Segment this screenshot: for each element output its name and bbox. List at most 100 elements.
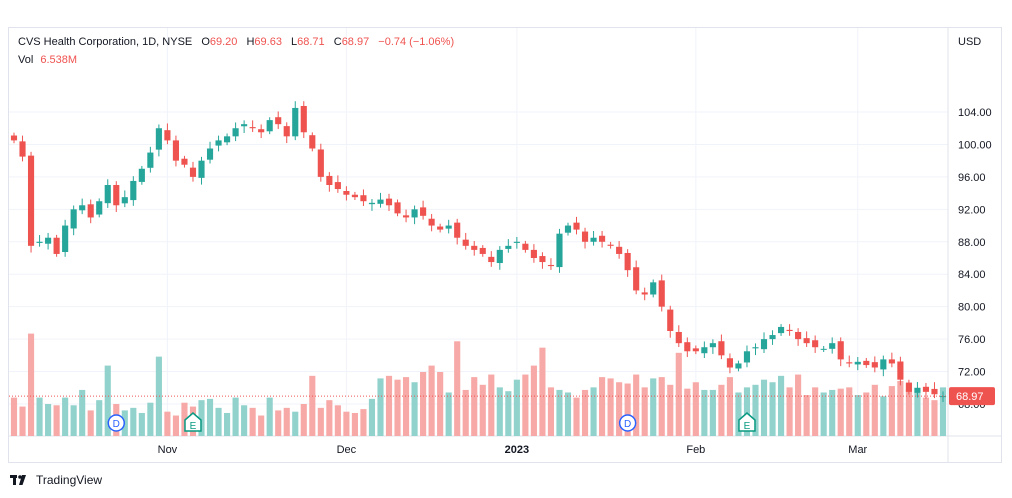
volume-bar [462,389,469,436]
candle-body [104,185,111,204]
candle-body [581,231,589,242]
volume-bar [266,397,273,436]
volume-bar [786,387,793,436]
volume-bar [45,404,52,436]
candle-body [326,175,333,185]
volume-bar [599,377,606,436]
volume-bar [530,365,537,436]
volume-bar [351,412,358,436]
event-markers: DEDEDE [107,412,756,432]
volume-bar [19,406,26,436]
candle-body [420,207,427,216]
volume-bar [795,374,802,436]
volume-bar [428,365,435,436]
time-tick-label: Mar [848,444,867,456]
candle-body [360,195,367,202]
candle-body [812,340,819,348]
volume-bar [641,387,648,436]
candle-body [488,256,495,263]
candle-body [522,243,529,250]
candle-body [718,341,725,356]
candle-body [206,148,214,160]
branding-text: TradingView [36,473,103,487]
candle-body [309,135,316,149]
tradingview-branding[interactable]: TradingView [10,473,102,487]
candle-body [471,245,478,250]
candle-body [300,105,307,133]
volume-bar [155,356,162,436]
volume-bar [454,341,461,436]
volume-bar [402,377,410,436]
volume-bar [547,387,555,436]
earnings-marker-text: E [744,421,751,432]
change-value: −0.74 (−1.06%) [378,36,455,48]
volume-bar [300,404,307,436]
volume-bar [471,377,478,436]
candle-body [113,185,120,206]
volume-bar [292,411,299,436]
volume-bar [880,396,887,436]
volume-bar [411,382,418,436]
volume-bar [181,402,188,436]
candle-body [760,339,768,350]
low-label: L [291,36,298,48]
volume-bar [224,412,231,436]
candle-body [803,338,810,344]
candle-body [496,249,503,264]
candle-body [147,152,154,168]
volume-bar [488,374,495,436]
candle-body [249,127,256,129]
candle-body [96,201,103,215]
candle-body [931,388,938,395]
low-value: 68.71 [297,36,325,48]
candle-body [70,209,77,229]
volume-bar [590,387,597,436]
volume-bar [232,397,239,436]
volume-bar [479,384,486,436]
volume-bar [10,397,18,436]
volume-bar [692,382,699,436]
candle-body [45,237,52,244]
volume-bar [326,400,333,436]
price-tick-label: 84.00 [958,269,986,281]
candle-body [292,107,299,137]
candle-body [505,245,512,249]
candle-body [241,124,248,127]
volume-bar [939,387,947,436]
candle-body [675,331,682,344]
candle-body [573,222,580,230]
volume-bar [275,410,282,436]
volume-bar [420,372,427,436]
time-tick-label: Feb [686,444,705,456]
time-tick-label: Dec [337,444,357,456]
earnings-marker [738,412,756,432]
candle-body [377,199,384,204]
dividend-marker [618,414,637,432]
time-tick-label: Nov [158,444,178,456]
candle-body [164,130,171,141]
last-price-text: 68.97 [956,391,984,403]
volume-bar [70,405,77,436]
volume-bar [743,387,751,436]
candle-body [445,225,452,229]
volume-legend: Vol 6.538M [18,54,77,66]
ohlc-legend: CVS Health Corporation, 1D, NYSE O69.20 … [18,36,454,48]
volume-bar [888,386,895,436]
candle-body [121,197,128,204]
candle-body [385,198,393,206]
candlesticks [10,101,947,402]
volume-bar [172,415,180,436]
volume-bar [385,375,393,436]
volume-bar [829,389,836,436]
volume-bar [505,391,512,436]
candle-body [769,335,776,340]
candle-body [667,309,674,331]
volume-bar [922,397,930,436]
volume-label: Vol [18,54,34,66]
price-tick-label: 92.00 [958,204,986,216]
price-axis: 68.0072.0076.0080.0084.0088.0092.0096.00… [958,107,992,411]
volume-bar [556,389,563,436]
currency-label[interactable]: USD [958,36,982,48]
volume-bar [735,392,742,436]
